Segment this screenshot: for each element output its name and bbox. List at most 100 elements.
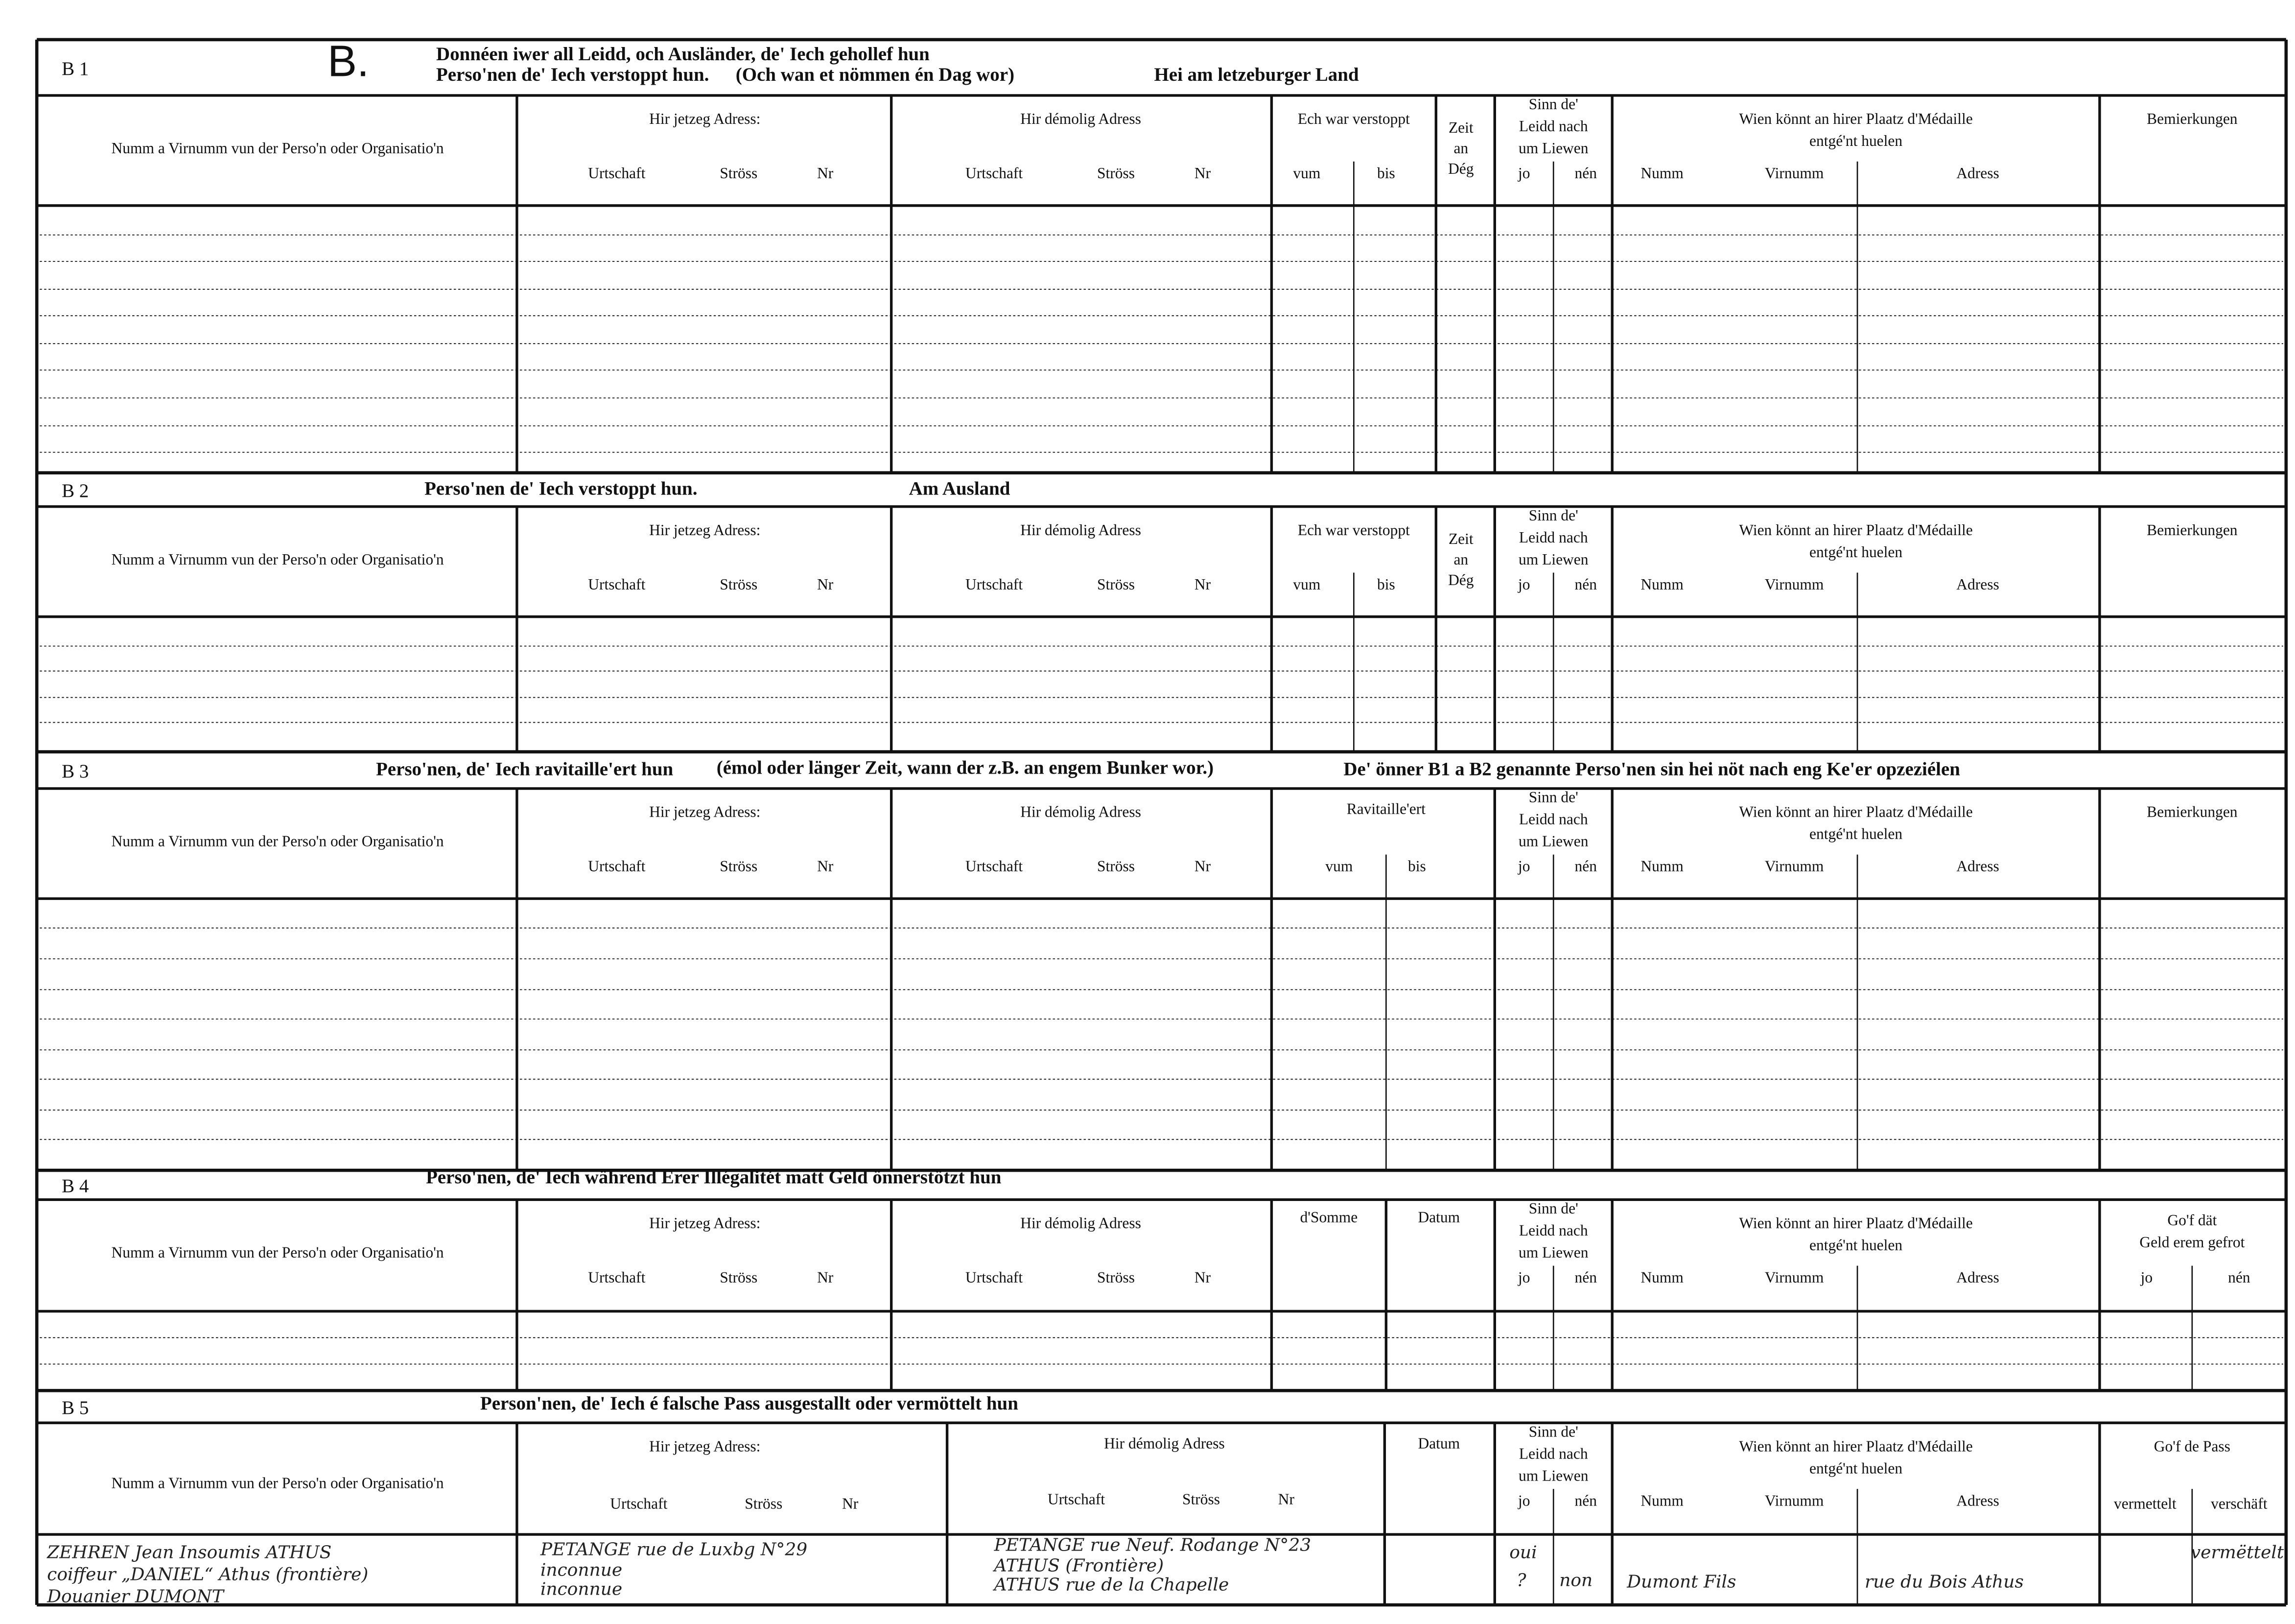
column-header: Numm (1640, 858, 1683, 875)
column-header: nén (1574, 1492, 1597, 1509)
column-header: Sinn de' (1529, 789, 1578, 806)
column-header: Go'f dät (2167, 1211, 2217, 1228)
column-header: Adress (1956, 858, 1999, 875)
section-heading: (émol oder länger Zeit, wann der z.B. an… (717, 757, 1214, 778)
column-header: vum (1325, 858, 1353, 875)
handwritten-entry: oui (1509, 1543, 1537, 1563)
column-header: jo (1518, 165, 1530, 182)
column-header: Virnumm (1765, 1492, 1824, 1509)
column-header: um Liewen (1519, 833, 1589, 850)
column-header: Nr (1194, 576, 1211, 593)
column-header: Ströss (720, 576, 757, 593)
column-header: Leidd nach (1519, 1445, 1588, 1462)
column-header: Zeit (1449, 119, 1474, 136)
column-header: Ech war verstoppt (1298, 521, 1410, 539)
column-header: Geld erem gefrot (2139, 1233, 2245, 1250)
column-header: Hir démolig Adress (1020, 521, 1141, 539)
column-header: Sinn de' (1529, 1200, 1578, 1217)
column-header: nén (1574, 1269, 1597, 1286)
column-header: jo (1518, 1492, 1530, 1509)
column-header: Bemierkungen (2147, 110, 2238, 127)
column-header: Hir démolig Adress (1020, 803, 1141, 821)
column-header: Hir jetzeg Adress: (649, 803, 760, 821)
section-letter: B. (328, 37, 369, 86)
handwritten-entry: ATHUS (Frontière) (993, 1556, 1164, 1576)
column-header: vum (1293, 165, 1320, 182)
column-header: jo (1518, 858, 1530, 875)
column-header: nén (1574, 858, 1597, 875)
column-header: Leidd nach (1519, 811, 1588, 828)
section-heading: Perso'nen, de' Iech ravitaille'ert hun (376, 758, 674, 779)
column-header: Sinn de' (1529, 507, 1578, 524)
column-header: Nr (1194, 165, 1211, 182)
column-header: Numm a Virnumm vun der Perso'n oder Orga… (112, 140, 444, 157)
column-header: Ströss (1182, 1490, 1220, 1507)
column-header: Wien könnt an hirer Plaatz d'Médaille (1739, 1214, 1972, 1231)
section-code: B 5 (62, 1397, 89, 1418)
section-code: B 1 (62, 58, 89, 79)
column-header: Urtschaft (965, 576, 1023, 593)
column-header: Numm (1640, 1492, 1683, 1509)
column-header: Urtschaft (588, 576, 645, 593)
handwritten-entry: non (1559, 1571, 1592, 1591)
section-heading: Person'nen, de' Iech é falsche Pass ausg… (480, 1393, 1018, 1414)
column-header: Wien könnt an hirer Plaatz d'Médaille (1739, 110, 1972, 127)
column-header: Leidd nach (1519, 1222, 1588, 1239)
column-header: d'Somme (1300, 1208, 1358, 1225)
column-header: Sinn de' (1529, 95, 1578, 113)
column-header: Hir démolig Adress (1020, 1214, 1141, 1231)
column-header: um Liewen (1519, 1467, 1589, 1484)
column-header: Bemierkungen (2147, 521, 2238, 539)
column-header: Ströss (1097, 576, 1135, 593)
column-header: bis (1377, 576, 1395, 593)
column-header: um Liewen (1519, 551, 1589, 568)
column-header: Leidd nach (1519, 118, 1588, 135)
column-header: Ströss (720, 165, 757, 182)
column-header: Nr (842, 1495, 859, 1512)
column-header: Urtschaft (1048, 1490, 1105, 1507)
handwritten-entry: vermëttelt (2191, 1543, 2284, 1563)
handwritten-entry: ZEHREN Jean Insoumis ATHUS (47, 1543, 331, 1563)
column-header: Datum (1418, 1208, 1460, 1225)
column-header: Virnumm (1765, 1269, 1824, 1286)
section-heading: Perso'nen de' Iech verstoppt hun. (424, 478, 698, 499)
handwritten-entry: coiffeur „DANIEL“ Athus (frontière) (47, 1565, 368, 1585)
column-header: Leidd nach (1519, 529, 1588, 546)
column-header: Sinn de' (1529, 1423, 1578, 1440)
column-header: Adress (1956, 1492, 1999, 1509)
column-header: entgé'nt huelen (1809, 1459, 1902, 1477)
handwritten-entry: inconnue (540, 1560, 622, 1580)
column-header: Bemierkungen (2147, 803, 2238, 821)
column-header: Nr (817, 1269, 834, 1286)
section-code: B 2 (62, 480, 89, 501)
column-header: Nr (1278, 1490, 1295, 1507)
column-header: Ströss (1097, 165, 1135, 182)
column-header: Adress (1956, 576, 1999, 593)
column-header: jo (1518, 1269, 1530, 1286)
column-header: vum (1293, 576, 1320, 593)
section-heading: Perso'nen de' Iech verstoppt hun. (436, 64, 709, 85)
section-heading: (Och wan et nömmen én Dag wor) (736, 64, 1014, 85)
column-header: an (1453, 551, 1468, 568)
column-header: Numm a Virnumm vun der Perso'n oder Orga… (112, 551, 444, 568)
column-header: jo (2140, 1269, 2153, 1286)
column-header: Wien könnt an hirer Plaatz d'Médaille (1739, 521, 1972, 539)
column-header: verschäft (2211, 1495, 2268, 1512)
column-header: Ravitaille'ert (1347, 800, 1426, 818)
column-header: Adress (1956, 165, 1999, 182)
column-header: jo (1518, 576, 1530, 593)
handwritten-entry: Douanier DUMONT (47, 1587, 225, 1607)
handwritten-entry: PETANGE rue de Luxbg N°29 (540, 1540, 807, 1560)
column-header: vermettelt (2114, 1495, 2177, 1512)
column-header: Numm (1640, 165, 1683, 182)
handwritten-entry: ? (1517, 1571, 1526, 1591)
column-header: Numm a Virnumm vun der Perso'n oder Orga… (112, 1474, 444, 1491)
column-header: Virnumm (1765, 165, 1824, 182)
section-heading: Perso'nen, de' Iech während Erer Illégal… (426, 1167, 1002, 1188)
column-header: Ech war verstoppt (1298, 110, 1410, 127)
column-header: Nr (1194, 858, 1211, 875)
column-header: Numm (1640, 1269, 1683, 1286)
column-header: Numm (1640, 576, 1683, 593)
